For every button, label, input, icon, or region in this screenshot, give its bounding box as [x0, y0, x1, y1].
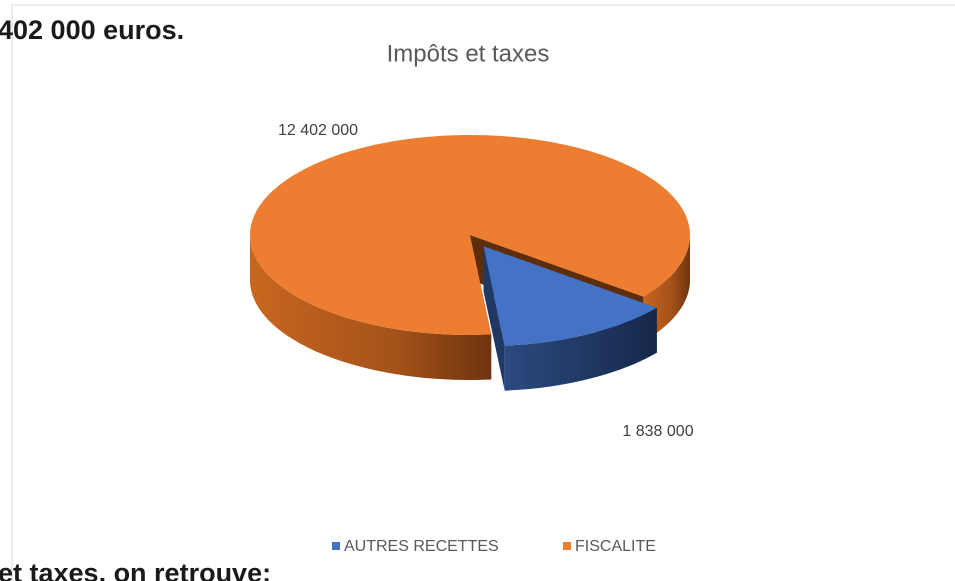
legend-swatch — [563, 542, 571, 550]
slice-wall — [504, 307, 657, 391]
legend-label: FISCALITE — [575, 538, 656, 555]
legend-label: AUTRES RECETTES — [344, 538, 499, 555]
slide-text: 402 000 euros. — [0, 15, 184, 45]
slice-side — [483, 246, 505, 391]
chart-area — [11, 4, 955, 581]
pie-slice — [483, 246, 657, 391]
data-label: 12 402 000 — [278, 122, 358, 139]
legend-swatch — [332, 542, 340, 550]
slide-text: et taxes, on retrouve: — [0, 558, 271, 581]
slice-wall — [250, 235, 492, 380]
slice-top — [483, 246, 657, 346]
data-label: 1 838 000 — [622, 423, 693, 440]
slice-top — [250, 135, 690, 335]
chart-title: Impôts et taxes — [387, 40, 550, 67]
